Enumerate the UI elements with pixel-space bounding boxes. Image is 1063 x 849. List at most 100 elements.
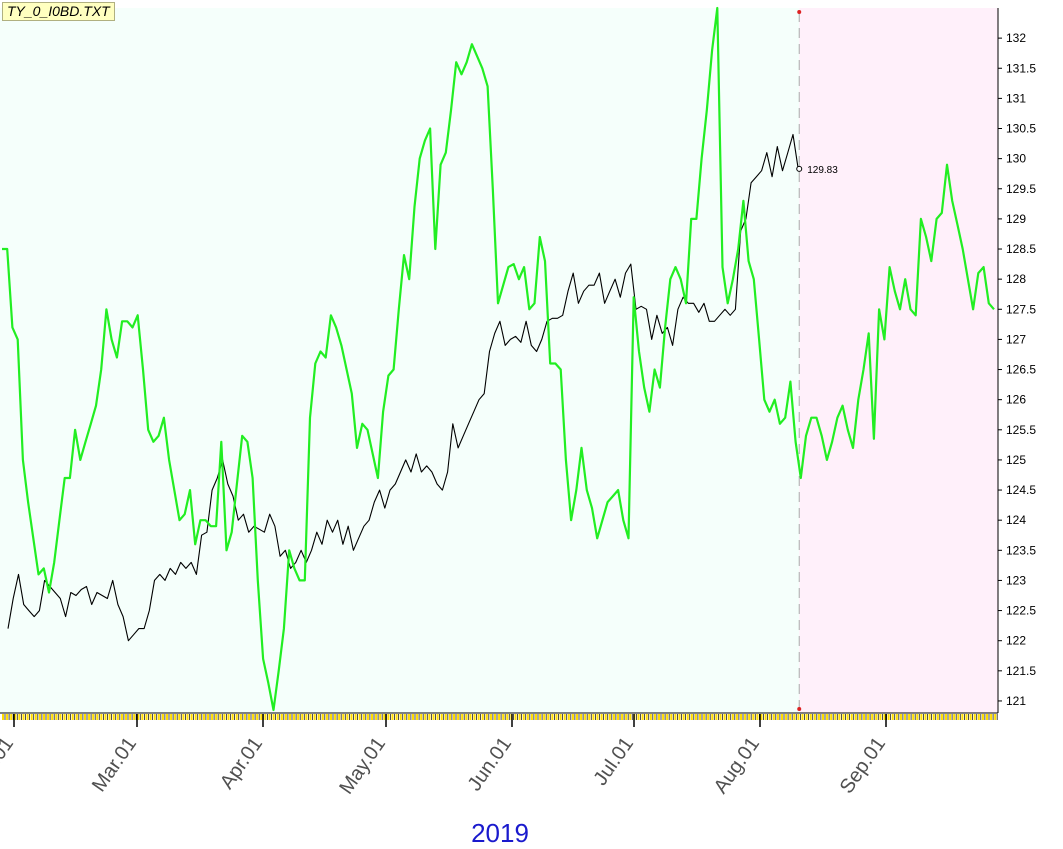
x-minor-tick [338,714,341,720]
x-minor-tick [38,714,41,720]
x-minor-tick [358,714,361,720]
x-minor-tick [198,714,201,720]
x-minor-tick [157,714,160,720]
x-minor-tick [170,714,173,720]
x-minor-tick [141,714,144,720]
x-minor-tick [498,714,501,720]
x-minor-tick [592,714,595,720]
x-minor-tick [153,714,156,720]
x-minor-tick [895,714,898,720]
x-minor-tick [96,714,99,720]
y-tick-label: 121 [1006,694,1026,708]
x-minor-tick [715,714,718,720]
x-minor-tick [977,714,980,720]
x-minor-tick [571,714,574,720]
x-minor-tick [412,714,414,720]
y-tick-label: 123 [1006,573,1026,587]
x-minor-tick [161,714,164,720]
x-minor-tick [432,714,435,720]
x-minor-tick [391,714,394,720]
x-minor-tick [817,714,820,720]
x-minor-tick [371,714,373,720]
x-minor-tick [494,714,496,720]
x-minor-tick [711,714,714,720]
x-minor-tick [248,714,250,720]
x-minor-tick [936,714,939,720]
x-minor-tick [760,714,763,720]
y-tick-label: 128 [1006,272,1026,286]
x-minor-tick [805,714,808,720]
x-tick-label: Mar.01 [88,733,141,796]
symbol-title-box: TY_0_I0BD.TXT [2,2,115,21]
x-minor-tick [424,714,427,720]
x-minor-tick [2,714,4,720]
y-tick-label: 127.5 [1006,302,1036,316]
x-minor-tick [289,714,291,720]
y-tick-label: 129 [1006,212,1026,226]
x-minor-tick [576,714,578,720]
x-minor-tick [826,714,829,720]
x-minor-tick [551,714,554,720]
y-tick-label: 126.5 [1006,363,1036,377]
x-minor-tick [645,714,648,720]
x-minor-tick [100,714,103,720]
x-minor-tick [883,714,886,720]
x-minor-tick [740,714,742,720]
series-group [2,6,995,712]
x-minor-tick [297,714,300,720]
x-tick-label: Jun.01 [464,733,516,795]
y-tick-label: 122.5 [1006,604,1036,618]
y-tick-label: 121.5 [1006,664,1036,678]
x-minor-tick [506,714,509,720]
x-minor-tick [469,714,472,720]
x-minor-tick [137,714,140,720]
x-minor-tick [608,714,611,720]
x-minor-tick [580,714,583,720]
x-minor-tick [514,714,517,720]
x-minor-tick [834,714,837,720]
x-minor-tick [674,714,677,720]
x-minor-tick [223,714,226,720]
x-minor-tick [904,714,906,720]
x-minor-tick [309,714,312,720]
x-minor-tick [625,714,628,720]
x-minor-tick [547,714,550,720]
x-minor-tick [756,714,759,720]
x-minor-tick [949,714,952,720]
x-minor-tick [781,714,783,720]
x-minor-tick [6,714,9,720]
x-minor-tick [22,714,25,720]
x-tick-label: Sep.01 [836,733,890,798]
x-minor-tick [264,714,267,720]
x-minor-tick [916,714,919,720]
x-minor-tick [838,714,841,720]
x-minor-tick [321,714,324,720]
x-minor-tick [871,714,874,720]
x-minor-tick [932,714,935,720]
x-minor-tick [899,714,902,720]
y-tick-label: 131 [1006,91,1026,105]
x-minor-tick [47,714,50,720]
divider-bottom-marker [797,707,802,711]
x-minor-tick [59,714,62,720]
x-minor-tick [92,714,95,720]
x-minor-tick [986,714,988,720]
x-minor-tick [399,714,402,720]
x-minor-tick [346,714,349,720]
x-minor-tick [215,714,218,720]
x-minor-tick [858,714,861,720]
forecast-series-line [2,6,995,712]
divider-top-marker [797,10,802,14]
x-minor-tick [879,714,882,720]
x-minor-tick [530,714,533,720]
x-minor-tick [543,714,546,720]
x-minor-tick [166,714,168,720]
x-minor-tick [658,714,660,720]
y-tick-label: 124 [1006,513,1026,527]
x-minor-tick [621,714,624,720]
x-minor-tick [502,714,505,720]
x-minor-tick [305,714,308,720]
x-minor-tick [354,714,357,720]
x-minor-tick [526,714,529,720]
